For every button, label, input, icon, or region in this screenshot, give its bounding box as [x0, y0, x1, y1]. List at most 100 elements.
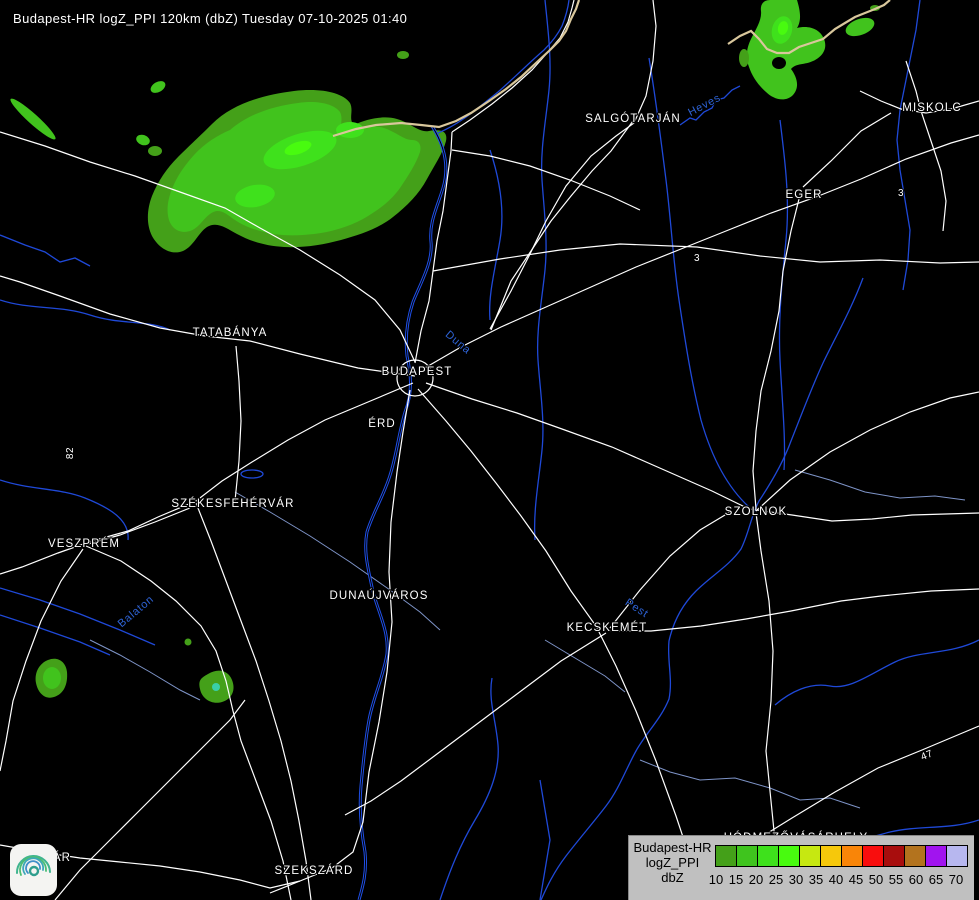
map-shape — [727, 0, 891, 55]
map-shape — [739, 49, 749, 67]
spiral-logo-icon — [15, 855, 51, 877]
map-shape — [489, 149, 503, 321]
legend-swatch-15 — [736, 845, 758, 867]
map-shape — [136, 134, 150, 146]
legend-swatch-35 — [820, 845, 842, 867]
map-shape — [772, 57, 786, 69]
map-shape — [746, 0, 826, 100]
map-shape — [54, 699, 246, 900]
city-label-szolnok: SZOLNOK — [725, 506, 788, 518]
road-number-82: 82 — [65, 447, 76, 459]
map-shape — [269, 389, 411, 894]
map-shape — [414, 131, 453, 364]
map-shape — [859, 90, 979, 114]
map-shape — [608, 588, 979, 632]
road-number-3a: 3 — [694, 253, 700, 264]
city-label-kecskemet: KECSKEMÉT — [567, 621, 648, 634]
river-label-balaton: Balaton — [116, 593, 157, 630]
river-label-heves: Heves — [686, 92, 723, 119]
map-shape — [422, 134, 979, 370]
map-shape — [87, 507, 191, 545]
map-shape — [679, 85, 741, 126]
map-shape — [896, 0, 921, 291]
city-label-dunaujvaros: DUNAÚJVÁROS — [329, 589, 428, 602]
map-shape — [150, 81, 166, 93]
legend-swatch-25 — [778, 845, 800, 867]
map-shape — [0, 234, 91, 267]
city-label-tatabanya: TATABÁNYA — [193, 326, 268, 339]
legend-tick-70: 70 — [948, 872, 964, 887]
legend-swatch-65 — [946, 845, 968, 867]
map-shape — [184, 638, 192, 646]
map-shape — [802, 112, 892, 188]
map-shape — [10, 98, 56, 140]
map-shape — [195, 502, 312, 900]
map-shape — [437, 0, 570, 134]
map-shape — [344, 632, 607, 816]
map-shape — [544, 639, 626, 693]
map-shape — [794, 469, 966, 501]
map-shape — [648, 57, 750, 508]
country-border-layer — [332, 0, 891, 138]
map-shape — [240, 469, 264, 479]
map-shape — [755, 391, 979, 512]
met-logo — [10, 844, 57, 896]
map-shape — [490, 120, 634, 331]
map-shape — [358, 125, 447, 900]
river-label-duna: Duna — [443, 329, 473, 357]
map-shape — [234, 345, 242, 502]
radar-title: Budapest-HR logZ_PPI 120km (dbZ) Tuesday… — [13, 11, 408, 26]
map-shape — [235, 184, 275, 208]
river-label-pest: Pest — [623, 597, 651, 621]
legend-unit: dbZ — [661, 870, 684, 885]
map-shape — [0, 131, 416, 363]
map-shape — [752, 190, 802, 510]
legend-swatch-55 — [904, 845, 926, 867]
legend-tick-55: 55 — [888, 872, 904, 887]
city-label-salgotarjan: SALGÓTARJÁN — [585, 112, 681, 125]
map-shape — [432, 243, 979, 272]
legend-tick-50: 50 — [868, 872, 884, 887]
map-shape — [451, 0, 575, 133]
map-shape — [489, 0, 657, 330]
legend-color-scale — [715, 845, 968, 867]
map-shape — [212, 683, 220, 691]
legend-panel: Budapest-HR logZ_PPI dbZ 10 15 20 25 30 35 40 4… — [628, 835, 974, 900]
map-shape — [357, 125, 448, 900]
map-shape — [0, 479, 129, 541]
map-shape — [85, 545, 292, 900]
map-shape — [540, 277, 864, 900]
legend-tick-65: 65 — [928, 872, 944, 887]
map-shape — [451, 149, 641, 211]
legend-text: Budapest-HR logZ_PPI dbZ — [629, 840, 716, 885]
logo-background — [10, 844, 57, 896]
map-shape — [774, 639, 979, 706]
city-label-budapest: BUDAPEST — [382, 366, 453, 378]
map-shape — [0, 548, 84, 772]
map-shape — [0, 275, 416, 377]
legend-tick-10: 10 — [708, 872, 724, 887]
map-shape — [439, 677, 499, 900]
map-shape — [0, 382, 414, 575]
city-label-szekesfehervar: SZÉKESFEHÉRVÁR — [171, 497, 294, 510]
map-shape — [397, 51, 409, 59]
map-shape — [778, 119, 789, 471]
map-shape — [234, 491, 441, 631]
legend-tick-45: 45 — [848, 872, 864, 887]
legend-tick-35: 35 — [808, 872, 824, 887]
map-shape — [417, 388, 701, 900]
legend-swatch-30 — [799, 845, 821, 867]
legend-tick-20: 20 — [748, 872, 764, 887]
legend-product-name: logZ_PPI — [645, 855, 700, 870]
danube-river — [357, 125, 448, 900]
legend-tick-40: 40 — [828, 872, 844, 887]
radar-echo-layer — [10, 0, 880, 703]
map-shape — [43, 667, 61, 689]
city-label-miskolc: MISKOLC — [902, 102, 961, 114]
city-label-erd: ÉRD — [368, 417, 396, 430]
map-shape — [539, 779, 551, 900]
